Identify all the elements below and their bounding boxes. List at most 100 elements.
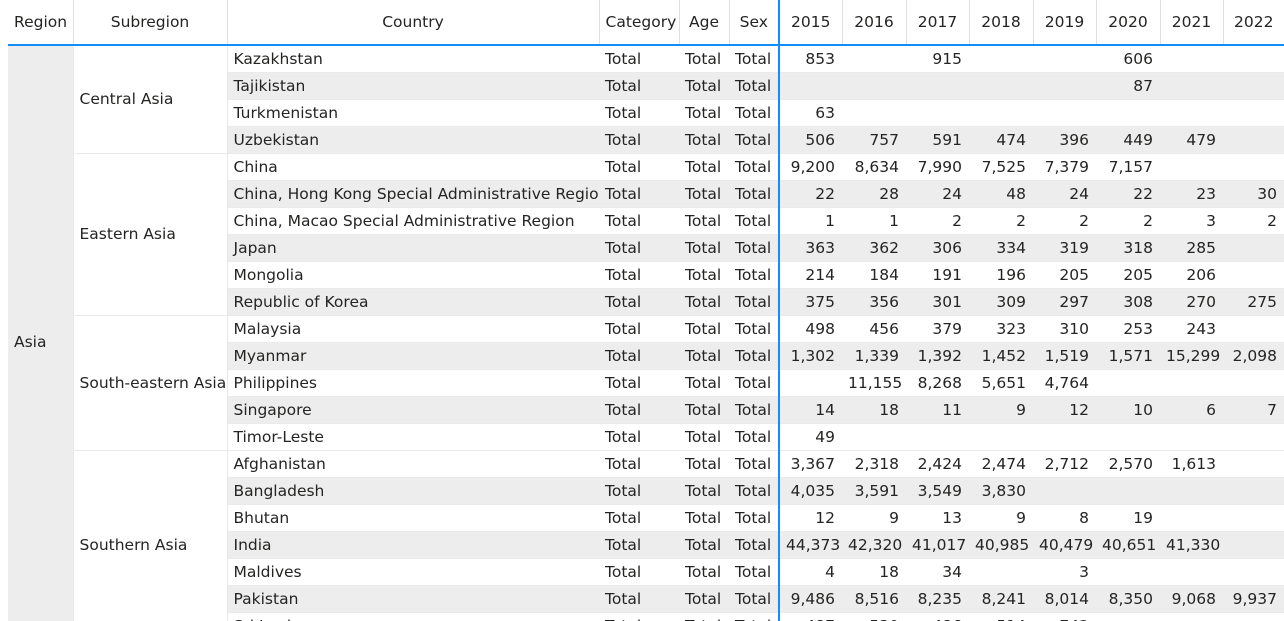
sex-cell: Total (729, 99, 780, 127)
country-cell: Japan (226, 234, 599, 262)
value-cell-2015: 363 (779, 234, 842, 262)
column-header-age[interactable]: Age (678, 0, 729, 46)
value-cell-2015: 22 (779, 180, 842, 208)
value-cell-2016: 28 (842, 180, 906, 208)
table-row: China, Hong Kong Special Administrative … (8, 180, 1284, 208)
value-cell-2017: 1,392 (906, 342, 969, 370)
sex-cell: Total (729, 477, 780, 505)
value-cell-2019: 24 (1033, 180, 1096, 208)
category-cell: Total (599, 477, 679, 505)
subregion-cell: Southern Asia (72, 450, 227, 621)
age-cell: Total (679, 315, 729, 343)
category-cell: Total (599, 369, 679, 397)
value-cell-2018: 309 (969, 288, 1033, 316)
sex-cell: Total (729, 423, 780, 451)
sex-cell: Total (729, 585, 780, 613)
value-cell-2022 (1223, 558, 1284, 586)
category-cell: Total (599, 612, 679, 621)
value-cell-2016: 356 (842, 288, 906, 316)
value-cell-2016: 9 (842, 504, 906, 532)
value-cell-2019: 2,712 (1033, 450, 1096, 478)
value-cell-2020: 2 (1096, 207, 1160, 235)
column-header-subregion[interactable]: Subregion (72, 0, 227, 46)
region-cell: Asia (8, 45, 73, 621)
category-cell: Total (599, 423, 679, 451)
value-cell-2015: 498 (779, 315, 842, 343)
value-cell-2015: 9,486 (779, 585, 842, 613)
column-header-2020[interactable]: 2020 (1095, 0, 1160, 46)
value-cell-2021 (1160, 558, 1223, 586)
column-header-2018[interactable]: 2018 (968, 0, 1033, 46)
sex-cell: Total (729, 207, 780, 235)
column-header-2015[interactable]: 2015 (778, 0, 842, 46)
value-cell-2020: 22 (1096, 180, 1160, 208)
value-cell-2019: 12 (1033, 396, 1096, 424)
value-cell-2017: 591 (906, 126, 969, 154)
value-cell-2018: 1,452 (969, 342, 1033, 370)
column-header-2017[interactable]: 2017 (905, 0, 969, 46)
sex-cell: Total (729, 504, 780, 532)
column-header-region[interactable]: Region (8, 0, 73, 46)
column-header-row: Region Subregion Country Category Age Sex 2015… (8, 0, 1284, 46)
value-cell-2019: 742 (1033, 612, 1096, 621)
value-cell-2022 (1223, 612, 1284, 621)
sex-cell: Total (729, 288, 780, 316)
value-cell-2018: 2 (969, 207, 1033, 235)
table-row: Southern Asia Afghanistan Total Total Total 3… (8, 450, 1284, 621)
age-cell: Total (685, 49, 722, 68)
age-cell: Total (679, 342, 729, 370)
value-cell-2015: 375 (779, 288, 842, 316)
value-cell-2022 (1223, 234, 1284, 262)
column-header-2019[interactable]: 2019 (1032, 0, 1096, 46)
value-cell-2018: 196 (969, 261, 1033, 289)
column-header-category[interactable]: Category (598, 0, 679, 46)
column-header-sex[interactable]: Sex (728, 0, 780, 46)
table-row: Sri LankaTotalTotalTotal487530486514742 (8, 612, 1284, 621)
category-cell: Total (599, 342, 679, 370)
value-cell-2021 (1160, 72, 1223, 100)
value-cell-2019: 310 (1033, 315, 1096, 343)
column-header-2022[interactable]: 2022 (1222, 0, 1284, 46)
value-cell-2015: 214 (779, 261, 842, 289)
value-cell-2018: 323 (969, 315, 1033, 343)
value-cell-2019: 396 (1033, 126, 1096, 154)
value-cell-2017: 379 (906, 315, 969, 343)
sex-cell: Total (729, 450, 780, 478)
country-cell: China (226, 153, 599, 181)
country-cell: Turkmenistan (226, 99, 599, 127)
value-cell-2020 (1096, 99, 1160, 127)
value-cell-2020: 1,571 (1096, 342, 1160, 370)
value-cell-2015: 1,302 (779, 342, 842, 370)
value-cell-2022 (1223, 315, 1284, 343)
value-cell-2016: 184 (842, 261, 906, 289)
subregion-cell: South-eastern Asia (72, 315, 227, 451)
value-cell-2021 (1160, 612, 1223, 621)
country-cell: Tajikistan (226, 72, 599, 100)
value-cell-2018: 5,651 (969, 369, 1033, 397)
sex-cell: Total (729, 315, 780, 343)
value-cell-2021: 243 (1160, 315, 1223, 343)
value-cell-2020: 7,157 (1096, 153, 1160, 181)
value-cell-2016: 362 (842, 234, 906, 262)
table-row: China, Macao Special Administrative Regi… (8, 207, 1284, 235)
value-cell-2018 (969, 72, 1033, 100)
value-cell-2018: 9 (969, 396, 1033, 424)
category-cell: Total (599, 558, 679, 586)
value-cell-2017: 3,549 (906, 477, 969, 505)
value-cell-2019: 4,764 (1033, 369, 1096, 397)
table-row: Tajikistan Total Total Total 87 (8, 72, 1284, 100)
column-header-country[interactable]: Country (226, 0, 599, 46)
value-cell-2017: 301 (906, 288, 969, 316)
value-cell-2016: 757 (842, 126, 906, 154)
sex-cell: Total (729, 369, 780, 397)
value-cell-2017: 41,017 (906, 531, 969, 559)
age-cell: Total (679, 288, 729, 316)
column-header-2016[interactable]: 2016 (841, 0, 906, 46)
age-cell: Total (679, 180, 729, 208)
column-header-2021[interactable]: 2021 (1159, 0, 1223, 46)
value-cell-2015 (779, 369, 842, 397)
value-cell-2015: 1 (779, 207, 842, 235)
value-cell-2016: 3,591 (842, 477, 906, 505)
value-cell-2022: 2 (1223, 207, 1284, 235)
sex-cell: Total (729, 342, 780, 370)
